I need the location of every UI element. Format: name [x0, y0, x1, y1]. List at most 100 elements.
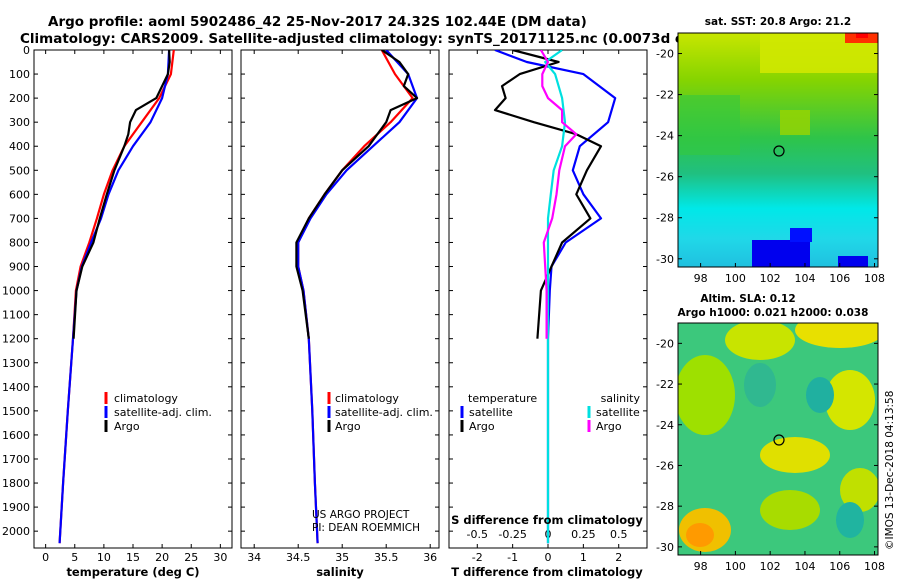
sla-low: [836, 502, 864, 538]
salinity-legend: climatology satellite-adj. clim. Argo US…: [312, 392, 433, 534]
argo-location-marker: [773, 434, 785, 446]
temperature-tick-label: 30: [213, 551, 227, 564]
sdiff-tick-label: 0.25: [571, 528, 596, 541]
depth-tick-label: 700: [9, 212, 30, 225]
map1-title: sat. SST: 20.8 Argo: 21.2: [705, 16, 851, 28]
map-lon-label: 108: [864, 272, 885, 285]
salinity-tick-label: 36: [423, 551, 437, 564]
depth-tick-label: 600: [9, 188, 30, 201]
sla-high: [825, 370, 875, 430]
temperature-tick-label: 20: [155, 551, 169, 564]
salinity-line-argo: [295, 50, 419, 339]
map-lat-label: -26: [656, 459, 674, 472]
legend-argo: Argo: [114, 420, 140, 433]
map-lat-label: -22: [656, 89, 674, 102]
tdiff-tick-label: 0: [545, 551, 552, 564]
map-lat-label: -28: [656, 212, 674, 225]
map-lon-label: 102: [760, 560, 781, 573]
sst-mid-patch: [680, 95, 740, 155]
map2-axes: -20 -22 -24 -26 -28 -30 98 100 102 104 106 108: [656, 337, 885, 573]
depth-tick-label: 400: [9, 140, 30, 153]
argo-location-marker: [773, 145, 785, 157]
map-lon-label: 102: [760, 272, 781, 285]
difference-legend: temperature satellite Argo salinity sate…: [460, 392, 640, 433]
map2-title2: Argo h1000: 0.021 h2000: 0.038: [678, 307, 869, 319]
map-lat-label: -30: [656, 541, 674, 554]
temperature-tick-label: 5: [71, 551, 78, 564]
depth-axis: 0 100 200 300 400 500 600 700 800 900 1000 1100 1200…: [2, 44, 647, 538]
title-line1: Argo profile: aoml 5902486_42 25-Nov-201…: [48, 14, 587, 30]
salinity-xlabel: salinity: [316, 565, 364, 579]
credit-project: US ARGO PROJECT: [312, 509, 410, 521]
map-lat-label: -30: [656, 253, 674, 266]
map-lon-label: 104: [794, 560, 815, 573]
salinity-line-satellite-adj-clim-: [297, 50, 419, 544]
depth-tick-label: 100: [9, 68, 30, 81]
sla-high: [795, 323, 878, 348]
map1-axes: -20 -22 -24 -26 -28 -30 98 100 102 104 106 108: [656, 48, 885, 285]
tdiff-tick-label: 1: [580, 551, 587, 564]
map-lat-label: -24: [656, 130, 674, 143]
legend-satellite: satellite-adj. clim.: [114, 406, 212, 419]
map-lat-label: -22: [656, 378, 674, 391]
tdiff-tick-label: -1: [507, 551, 518, 564]
credit-pi: PI: DEAN ROEMMICH: [312, 522, 420, 534]
legend-temp-title: temperature: [468, 392, 537, 405]
map-lat-label: -20: [656, 337, 674, 350]
sst-mid-patch: [780, 110, 810, 135]
temperature-tick-label: 0: [42, 551, 49, 564]
sla-map: [678, 323, 878, 555]
map1-frame: [677, 32, 879, 268]
map2-frame: [677, 322, 879, 556]
map-lon-label: 106: [829, 560, 850, 573]
legend-climatology: climatology: [335, 392, 399, 405]
temperature-tick-label: 25: [184, 551, 198, 564]
diff-line-salinity-satellite: [544, 50, 567, 544]
depth-tick-label: 1900: [2, 501, 30, 514]
map-lat-label: -26: [656, 171, 674, 184]
map-lon-label: 104: [794, 272, 815, 285]
salinity-series: [295, 50, 419, 544]
depth-tick-label: 1100: [2, 309, 30, 322]
map-lat-label: -28: [656, 500, 674, 513]
temperature-legend: climatology satellite-adj. clim. Argo: [104, 392, 212, 433]
temperature-xlabel: temperature (deg C): [66, 565, 199, 579]
depth-tick-label: 1400: [2, 381, 30, 394]
map2-title1: Altim. SLA: 0.12: [700, 293, 795, 305]
salinity-tick-label: 35.5: [374, 551, 399, 564]
temperature-tick-label: 10: [97, 551, 111, 564]
sla-low: [806, 377, 834, 413]
map-lat-label: -20: [656, 48, 674, 61]
salinity-tick-label: 35: [335, 551, 349, 564]
legend-temp-argo: Argo: [469, 420, 495, 433]
depth-tick-label: 1600: [2, 429, 30, 442]
map-lon-label: 100: [725, 560, 746, 573]
sla-low: [744, 363, 776, 407]
depth-tick-label: 0: [23, 44, 30, 57]
sla-high: [678, 355, 735, 435]
salinity-tick-label: 34: [247, 551, 261, 564]
diff-line-salinity-argo: [539, 50, 578, 339]
diff-line-temperature-argo: [493, 50, 603, 339]
title-line2: Climatology: CARS2009. Satellite-adjuste…: [20, 31, 731, 47]
temperature-line-satellite-adj-clim-: [58, 50, 171, 544]
salinity-tick-label: 34.5: [286, 551, 311, 564]
depth-tick-label: 1200: [2, 333, 30, 346]
sdiff-tick-label: -0.5: [467, 528, 488, 541]
sla-high: [725, 323, 795, 360]
sla-high: [760, 437, 830, 473]
sst-cold-patch: [790, 228, 812, 242]
map-lon-label: 98: [694, 560, 708, 573]
depth-tick-label: 1800: [2, 477, 30, 490]
legend-argo: Argo: [335, 420, 361, 433]
map-lon-label: 108: [864, 560, 885, 573]
depth-tick-label: 900: [9, 261, 30, 274]
tdiff-tick-label: -2: [472, 551, 483, 564]
sdiff-title: S difference from climatology: [451, 513, 643, 527]
tdiff-tick-label: 2: [615, 551, 622, 564]
sla-high: [760, 490, 820, 530]
legend-sal-satellite: satellite: [596, 406, 640, 419]
depth-tick-label: 300: [9, 116, 30, 129]
sst-hot-core: [856, 33, 868, 38]
